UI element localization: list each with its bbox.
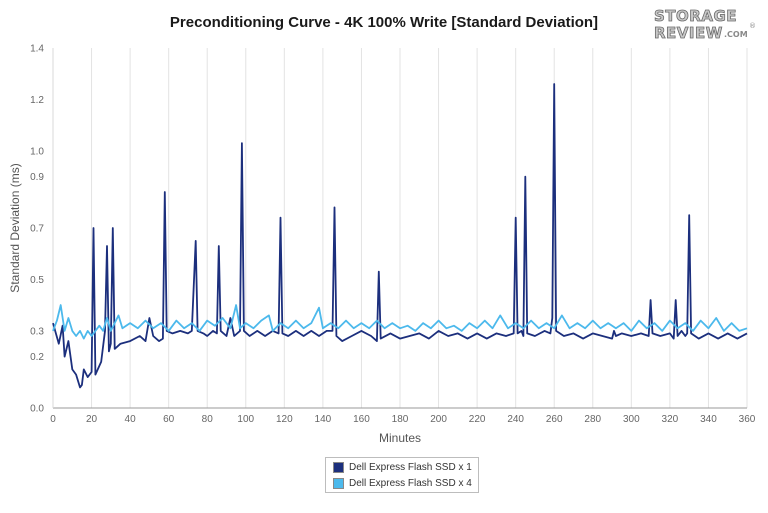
x-tick-labels: 0 20 40 60 80 100 120 140 160 180 200 220 240 260 280 3…: [50, 414, 756, 425]
x-tick-label-60: 60: [163, 414, 175, 425]
x-axis-label: Minutes: [379, 431, 421, 445]
y-tick-label-2: 0.3: [30, 326, 44, 337]
x-tick-label-200: 200: [430, 414, 447, 425]
y-axis-label: Standard Deviation (ms): [8, 163, 22, 292]
x-tick-label-20: 20: [86, 414, 98, 425]
x-tick-label-120: 120: [276, 414, 293, 425]
legend-swatch-series-2: [333, 477, 344, 489]
x-tick-label-140: 140: [315, 414, 332, 425]
y-tick-label-8: 1.4: [30, 44, 44, 55]
x-tick-label-0: 0: [50, 414, 56, 425]
x-tick-label-220: 220: [469, 414, 486, 425]
x-tick-label-80: 80: [202, 414, 214, 425]
legend-swatch-series-1: [333, 461, 344, 473]
x-tick-label-180: 180: [392, 414, 409, 425]
series-lines: [52, 83, 748, 389]
x-tick-label-320: 320: [662, 414, 679, 425]
legend-label-series-2: Dell Express Flash SSD x 4: [349, 477, 472, 489]
axes: [52, 48, 747, 409]
legend-item-series-1: Dell Express Flash SSD x 1: [333, 460, 472, 474]
x-tick-label-260: 260: [546, 414, 563, 425]
y-tick-label-0: 0.0: [30, 404, 44, 415]
storage-review-logo: STORAGE REVIEW .COM ®: [654, 7, 756, 42]
legend-label-series-1: Dell Express Flash SSD x 1: [349, 461, 472, 473]
x-tick-label-100: 100: [237, 414, 254, 425]
x-tick-label-280: 280: [584, 414, 601, 425]
series-line-1: [52, 83, 748, 389]
legend: Dell Express Flash SSD x 1 Dell Express …: [325, 457, 479, 493]
chart-title: Preconditioning Curve - 4K 100% Write [S…: [169, 14, 599, 31]
logo-line-2: REVIEW: [654, 24, 723, 42]
x-tick-label-300: 300: [623, 414, 640, 425]
x-tick-label-160: 160: [353, 414, 370, 425]
x-tick-label-240: 240: [507, 414, 524, 425]
y-tick-label-6: 1.0: [30, 146, 44, 157]
y-tick-label-1: 0.2: [30, 352, 44, 363]
x-tick-label-360: 360: [739, 414, 756, 425]
y-tick-label-3: 0.5: [30, 275, 44, 286]
grid-lines: [91, 48, 748, 408]
y-tick-label-5: 0.9: [30, 172, 44, 183]
x-tick-label-340: 340: [700, 414, 717, 425]
y-tick-label-4: 0.7: [30, 224, 44, 235]
y-tick-label-7: 1.2: [30, 95, 44, 106]
series-line-2: [52, 304, 748, 340]
y-tick-labels: 0.0 0.2 0.3 0.5 0.7 0.9 1.0 1.2 1.4: [30, 44, 44, 415]
logo-registered-mark: ®: [749, 22, 756, 30]
logo-line-1: STORAGE: [654, 7, 737, 25]
x-tick-label-40: 40: [125, 414, 137, 425]
logo-suffix: .COM: [724, 30, 748, 39]
legend-item-series-2: Dell Express Flash SSD x 4: [333, 476, 472, 490]
